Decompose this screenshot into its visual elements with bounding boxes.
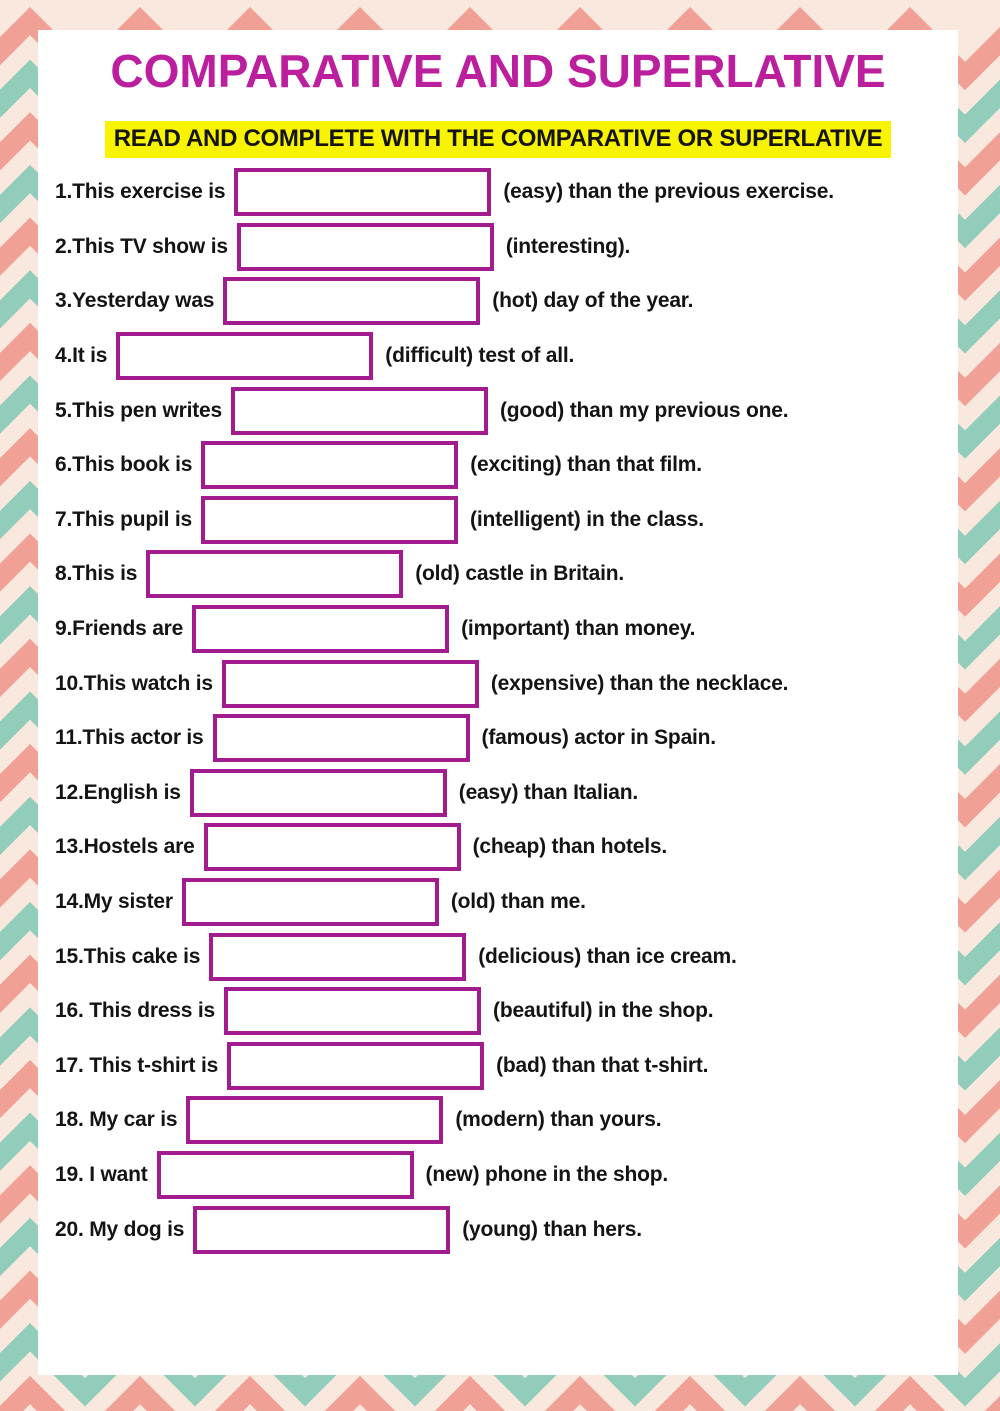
exercise-prompt: 8.This is	[55, 562, 138, 586]
answer-input-17[interactable]	[227, 1041, 485, 1090]
answer-input-20[interactable]	[193, 1205, 451, 1254]
answer-input-1[interactable]	[234, 168, 492, 217]
exercise-row: 14.My sister (old) than me.	[55, 875, 952, 930]
answer-input-18[interactable]	[186, 1096, 444, 1145]
answer-input-15[interactable]	[209, 932, 467, 981]
answer-input-16[interactable]	[224, 987, 482, 1036]
exercise-prompt: 11.This actor is	[55, 726, 204, 750]
exercise-prompt: 5.This pen writes	[55, 398, 222, 422]
exercise-hint-text: (modern) than yours.	[455, 1108, 662, 1132]
exercise-row: 16. This dress is (beautiful) in the sho…	[55, 984, 952, 1039]
exercise-row: 18. My car is (modern) than yours.	[55, 1093, 952, 1148]
answer-input-7[interactable]	[201, 495, 459, 544]
answer-input-4[interactable]	[116, 332, 374, 381]
worksheet-paper: COMPARATIVE AND SUPERLATIVE READ AND COM…	[38, 30, 958, 1375]
exercise-prompt: 10.This watch is	[55, 671, 213, 695]
exercise-prompt: 16. This dress is	[55, 999, 216, 1023]
answer-input-3[interactable]	[223, 277, 481, 326]
exercise-hint-text: (old) than me.	[450, 890, 586, 914]
exercise-prompt: 12.English is	[55, 780, 181, 804]
exercise-row: 2.This TV show is (interesting).	[55, 220, 952, 275]
exercise-prompt: 19. I want	[55, 1162, 148, 1186]
exercise-row: 5.This pen writes (good) than my previou…	[55, 383, 952, 438]
answer-input-6[interactable]	[201, 441, 459, 490]
exercise-prompt: 17. This t-shirt is	[55, 1053, 219, 1077]
instruction-text: READ AND COMPLETE WITH THE COMPARATIVE O…	[104, 120, 892, 158]
exercise-hint-text: (bad) than that t-shirt.	[496, 1053, 709, 1077]
exercise-prompt: 7.This pupil is	[55, 507, 193, 531]
exercise-prompt: 20. My dog is	[55, 1217, 185, 1241]
exercise-hint-text: (easy) than Italian.	[458, 780, 638, 804]
answer-input-8[interactable]	[146, 550, 404, 599]
exercise-hint-text: (expensive) than the necklace.	[490, 671, 789, 695]
exercise-row: 7.This pupil is (intelligent) in the cla…	[55, 493, 952, 548]
exercise-prompt: 15.This cake is	[55, 944, 201, 968]
exercise-prompt: 1.This exercise is	[55, 180, 226, 204]
exercise-hint-text: (good) than my previous one.	[499, 398, 789, 422]
answer-input-9[interactable]	[192, 605, 450, 654]
exercise-row: 8.This is (old) castle in Britain.	[55, 547, 952, 602]
answer-input-5[interactable]	[230, 386, 488, 435]
exercise-prompt: 13.Hostels are	[55, 835, 195, 859]
answer-input-14[interactable]	[181, 878, 439, 927]
exercise-hint-text: (important) than money.	[461, 617, 696, 641]
exercise-hint-text: (young) than hers.	[462, 1217, 642, 1241]
exercise-hint-text: (hot) day of the year.	[492, 289, 694, 313]
exercise-hint-text: (exciting) than that film.	[470, 453, 702, 477]
exercise-hint-text: (difficult) test of all.	[385, 344, 575, 368]
exercise-row: 17. This t-shirt is (bad) than that t-sh…	[55, 1039, 952, 1094]
answer-input-13[interactable]	[203, 823, 461, 872]
instruction-bar: READ AND COMPLETE WITH THE COMPARATIVE O…	[38, 120, 958, 158]
exercise-row: 6.This book is (exciting) than that film…	[55, 438, 952, 493]
exercise-prompt: 4.It is	[55, 344, 108, 368]
exercise-row: 12.English is (easy) than Italian.	[55, 766, 952, 821]
exercise-prompt: 6.This book is	[55, 453, 193, 477]
exercise-row: 1.This exercise is (easy) than the previ…	[55, 165, 952, 220]
exercise-row: 19. I want (new) phone in the shop.	[55, 1148, 952, 1203]
exercise-prompt: 18. My car is	[55, 1108, 178, 1132]
exercise-prompt: 3.Yesterday was	[55, 289, 215, 313]
exercise-hint-text: (easy) than the previous exercise.	[503, 180, 834, 204]
answer-input-12[interactable]	[189, 768, 447, 817]
exercise-list: 1.This exercise is (easy) than the previ…	[55, 165, 952, 1257]
exercise-row: 10.This watch is (expensive) than the ne…	[55, 656, 952, 711]
exercise-row: 9.Friends are (important) than money.	[55, 602, 952, 657]
answer-input-11[interactable]	[212, 714, 470, 763]
exercise-prompt: 2.This TV show is	[55, 234, 228, 258]
exercise-prompt: 14.My sister	[55, 890, 173, 914]
exercise-row: 15.This cake is (delicious) than ice cre…	[55, 929, 952, 984]
exercise-row: 20. My dog is (young) than hers.	[55, 1202, 952, 1257]
exercise-hint-text: (famous) actor in Spain.	[481, 726, 717, 750]
exercise-hint-text: (delicious) than ice cream.	[478, 944, 737, 968]
exercise-hint-text: (old) castle in Britain.	[415, 562, 624, 586]
exercise-hint-text: (beautiful) in the shop.	[493, 999, 714, 1023]
exercise-prompt: 9.Friends are	[55, 617, 184, 641]
answer-input-19[interactable]	[156, 1150, 414, 1199]
page-title: COMPARATIVE AND SUPERLATIVE	[110, 45, 886, 97]
exercise-hint-text: (intelligent) in the class.	[470, 507, 704, 531]
exercise-hint-text: (new) phone in the shop.	[425, 1162, 669, 1186]
exercise-row: 13.Hostels are (cheap) than hotels.	[55, 820, 952, 875]
exercise-hint-text: (interesting).	[505, 234, 631, 258]
answer-input-2[interactable]	[236, 222, 494, 271]
exercise-row: 3.Yesterday was (hot) day of the year.	[55, 274, 952, 329]
exercise-row: 11.This actor is (famous) actor in Spain…	[55, 711, 952, 766]
exercise-hint-text: (cheap) than hotels.	[472, 835, 668, 859]
exercise-row: 4.It is (difficult) test of all.	[55, 329, 952, 384]
answer-input-10[interactable]	[221, 659, 479, 708]
